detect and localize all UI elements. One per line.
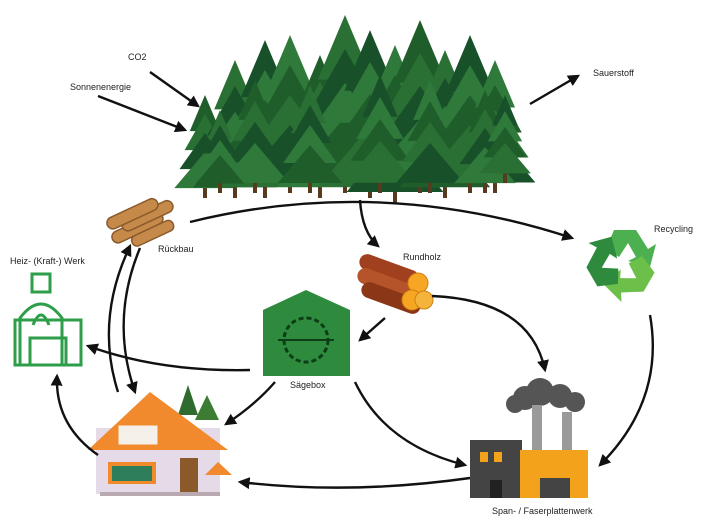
label: Recycling (654, 224, 693, 234)
diagram: CO2 Sonnenenergie Sauerstoff Rückbau Run… (0, 0, 707, 523)
label: Sonnenenergie (70, 82, 131, 92)
recycling-icon (576, 230, 658, 309)
sawbox-icon (263, 290, 350, 376)
forest (174, 15, 535, 203)
label: Heiz- (Kraft-) Werk (10, 256, 85, 266)
house-icon (88, 385, 232, 496)
label: Span- / Faserplattenwerk (492, 506, 593, 516)
furnace-icon (15, 274, 81, 365)
label: CO2 (128, 52, 147, 62)
demolition-logs (105, 197, 175, 248)
factory-icon (470, 378, 588, 498)
label: Rundholz (403, 252, 442, 262)
label: Sägebox (290, 380, 326, 390)
label: Rückbau (158, 244, 194, 254)
label: Sauerstoff (593, 68, 634, 78)
